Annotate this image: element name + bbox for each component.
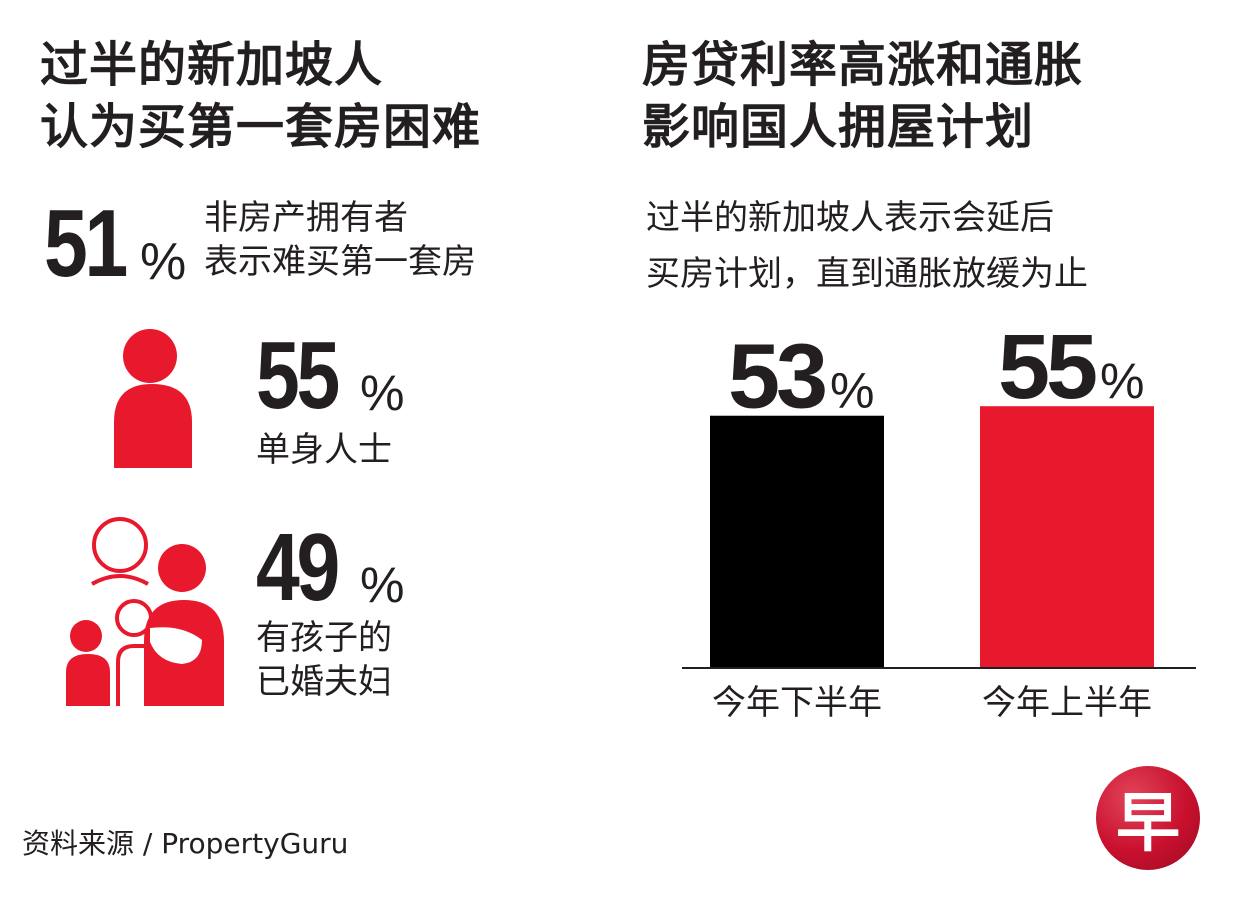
family-percent: % xyxy=(360,557,405,613)
bar-value-unit-1: % xyxy=(830,363,874,419)
single-label-line-1: 单身人士 xyxy=(256,430,392,470)
left-title: 过半的新加坡人 认为买第一套房困难 xyxy=(40,34,481,158)
bar-category-label-1: 今年下半年 xyxy=(712,683,882,723)
bar-2 xyxy=(980,406,1154,668)
single-percent: % xyxy=(360,365,405,421)
headline-stat: 51 % xyxy=(44,196,214,296)
single-number: 55 xyxy=(256,322,340,429)
family-stat: 49 % xyxy=(256,520,436,620)
family-label: 有孩子的 已婚夫妇 xyxy=(256,616,392,704)
bar-value-label-2: 55 xyxy=(998,316,1096,418)
headline-description: 非房产拥有者 表示难买第一套房 xyxy=(204,196,476,284)
right-subtitle-line-1: 过半的新加坡人表示会延后 xyxy=(646,198,1054,238)
left-title-line-2: 认为买第一套房困难 xyxy=(40,99,482,155)
family-label-line-2: 已婚夫妇 xyxy=(256,662,392,702)
bar-chart: 53 % 今年下半年 55 % 今年上半年 xyxy=(682,316,1196,723)
bar-value-unit-2: % xyxy=(1100,353,1144,409)
bar-value-label-1: 53 xyxy=(728,326,825,428)
family-icon xyxy=(66,517,224,706)
right-title: 房贷利率高涨和通胀 影响国人拥屋计划 xyxy=(642,34,1083,158)
headline-desc-line-1: 非房产拥有者 xyxy=(204,198,408,238)
family-label-line-1: 有孩子的 xyxy=(256,618,392,658)
single-label: 单身人士 xyxy=(256,428,392,472)
bar-category-label-2: 今年上半年 xyxy=(982,683,1152,723)
headline-percent: % xyxy=(140,233,187,291)
right-title-line-1: 房贷利率高涨和通胀 xyxy=(642,37,1084,93)
right-subtitle-line-2: 买房计划，直到通胀放缓为止 xyxy=(646,254,1088,294)
right-subtitle: 过半的新加坡人表示会延后 买房计划，直到通胀放缓为止 xyxy=(646,190,1088,302)
zaobao-logo-icon: 早 xyxy=(1096,766,1200,870)
single-stat: 55 % xyxy=(256,328,436,428)
right-title-line-2: 影响国人拥屋计划 xyxy=(642,99,1035,155)
single-person-icon xyxy=(114,329,192,468)
family-number: 49 xyxy=(256,514,340,621)
left-title-line-1: 过半的新加坡人 xyxy=(40,37,384,93)
source-note: 资料来源 / PropertyGuru xyxy=(22,827,349,860)
bar-1 xyxy=(710,415,884,668)
headline-number: 51 xyxy=(44,190,128,297)
headline-desc-line-2: 表示难买第一套房 xyxy=(204,242,476,282)
